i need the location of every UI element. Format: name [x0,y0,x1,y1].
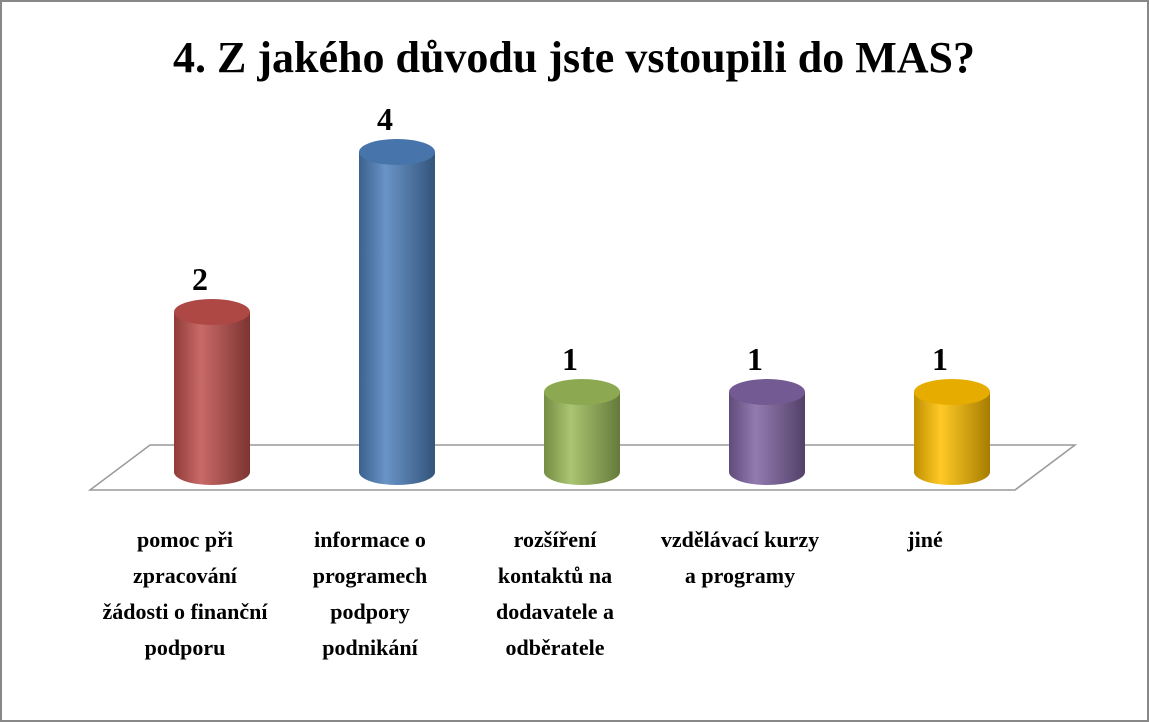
value-label: 4 [377,101,393,137]
bar-body [359,152,435,485]
category-label: jiné [907,527,943,552]
bar-body [914,392,990,485]
value-label: 1 [747,341,763,377]
bar-top [174,299,250,325]
category-label: pomoc při zpracování žádosti o finanční … [102,527,268,660]
bar-body [174,312,250,485]
bar-body [544,392,620,485]
value-label: 1 [932,341,948,377]
category-label: informace o programech podpory podnikání [312,527,428,660]
bar-body [729,392,805,485]
bar-top [729,379,805,405]
bar [729,379,805,485]
bar [544,379,620,485]
bar-top [359,139,435,165]
value-label: 1 [562,341,578,377]
value-label: 2 [192,261,208,297]
bar [914,379,990,485]
bar [174,299,250,485]
bar [359,139,435,485]
category-label: vzdělávací kurzy a programy [660,527,820,588]
bar-top [914,379,990,405]
chart-title: 4. Z jakého důvodu jste vstoupili do MAS… [173,33,975,82]
bar-top [544,379,620,405]
category-label: rozšíření kontaktů na dodavatele a odběr… [496,527,614,660]
